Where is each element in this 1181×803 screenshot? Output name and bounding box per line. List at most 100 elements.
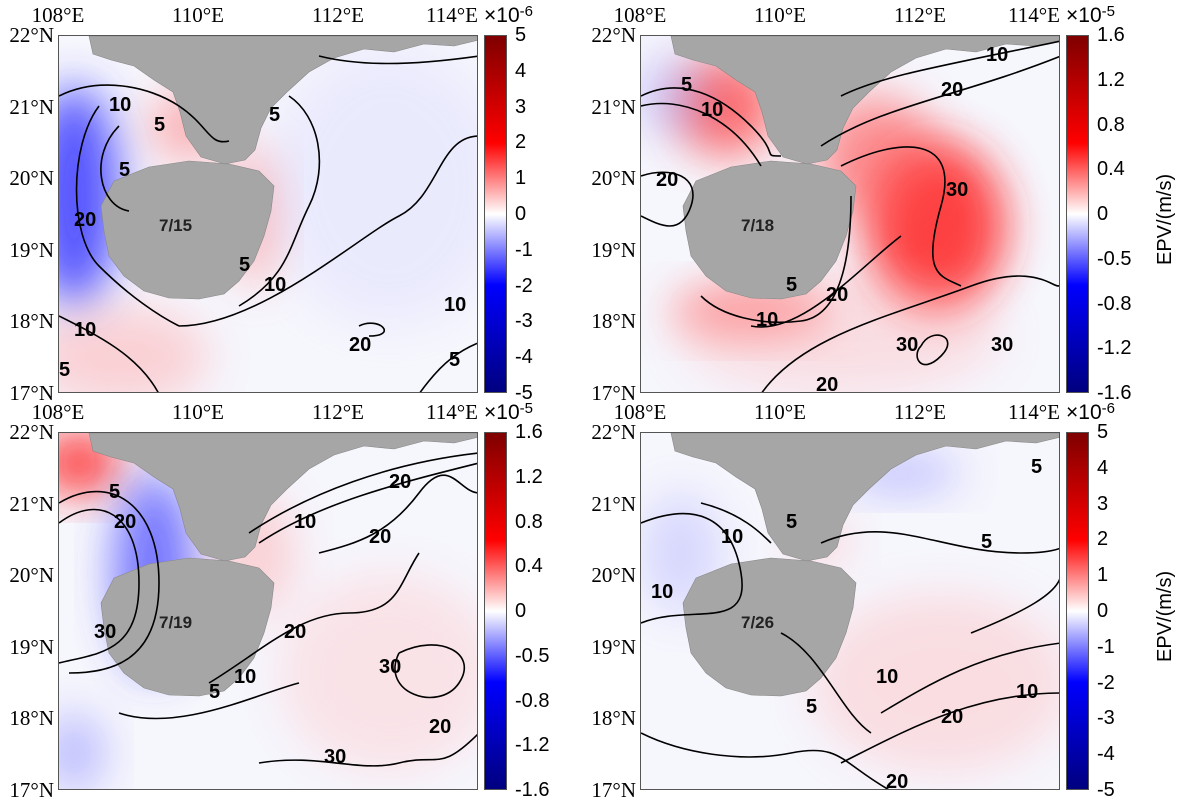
land-mask xyxy=(670,36,1059,300)
contour-label: 5 xyxy=(786,274,797,296)
date-label: 7/18 xyxy=(741,216,774,235)
contour-label: 10 xyxy=(264,274,286,296)
colorbar-tick-label: 1.2 xyxy=(1097,68,1125,91)
colorbar-tick-label: 0 xyxy=(515,203,527,225)
map-panel-7-15: 108°E 110°E 112°E 114°E 22°N 21°N 20°N 19°N 18°N… xyxy=(0,0,580,404)
map-area: 5 10 10 5 5 10 5 20 10 20 7/26 xyxy=(640,432,1060,790)
y-tick-label: 19°N xyxy=(9,634,54,659)
contour-label: 5 xyxy=(449,349,460,371)
contour-line xyxy=(358,322,385,337)
contour-label: 20 xyxy=(389,471,411,493)
colorbar-unit-label: EPV/(m/s) xyxy=(1154,173,1176,265)
x-tick-label: 110°E xyxy=(754,400,806,424)
contour-label: 20 xyxy=(284,621,306,643)
exponent-power: -6 xyxy=(1101,400,1115,417)
colorbar-tick-label: -1.2 xyxy=(515,734,550,757)
contour-line xyxy=(916,334,949,366)
contour-line xyxy=(59,315,159,392)
exponent-power: -5 xyxy=(1101,3,1115,20)
y-tick-label: 21°N xyxy=(591,94,636,119)
contour-label: 20 xyxy=(429,716,451,738)
epv-anomaly-field xyxy=(59,86,119,306)
colorbar-tick-label: 0.8 xyxy=(515,510,543,533)
contour-line xyxy=(59,490,160,674)
contour-line xyxy=(820,531,1059,554)
contour-line xyxy=(641,87,782,157)
x-tick-label: 114°E xyxy=(1008,3,1060,27)
contour-label: 20 xyxy=(349,334,371,356)
y-tick-label: 21°N xyxy=(591,491,636,516)
exponent-base: ×10 xyxy=(1066,4,1102,27)
contour-label: 20 xyxy=(886,771,908,790)
contour-line xyxy=(419,342,477,392)
colorbar-tick-label: 1 xyxy=(1097,564,1109,587)
exponent-base: ×10 xyxy=(1066,401,1102,424)
contour-label: 5 xyxy=(239,254,250,276)
colorbar-tick-label: -5 xyxy=(515,382,533,404)
contour-line xyxy=(750,235,902,328)
contour-line xyxy=(880,642,1059,714)
map-panel-7-18: 108°E 110°E 112°E 114°E 22°N 21°N 20°N 19°N 18°N… xyxy=(582,0,1176,404)
y-tick-label: 18°N xyxy=(591,706,636,731)
contour-label: 20 xyxy=(816,374,838,393)
x-tick-label: 112°E xyxy=(312,3,364,27)
contour-label: 20 xyxy=(941,706,963,728)
contour-line xyxy=(700,502,772,544)
contour-label: 20 xyxy=(369,526,391,548)
x-tick-label: 112°E xyxy=(894,3,946,27)
colorbar-tick-label: -0.5 xyxy=(515,644,550,667)
contour-label: 5 xyxy=(119,159,130,181)
contour-line xyxy=(258,462,477,544)
x-tick-label: 110°E xyxy=(172,400,224,424)
colorbar-tick-label: -1.6 xyxy=(515,779,550,801)
colorbar-tick-label: -0.8 xyxy=(1097,292,1132,315)
y-tick-label: 20°N xyxy=(9,563,54,588)
colorbar xyxy=(1066,35,1089,393)
y-tick-label: 22°N xyxy=(9,420,54,444)
contour-line xyxy=(820,55,1059,147)
x-tick-label: 114°E xyxy=(426,3,478,27)
epv-anomaly-field xyxy=(641,56,711,136)
contour-label: 5 xyxy=(1031,456,1042,478)
y-tick-label: 20°N xyxy=(591,166,636,191)
contour-label: 10 xyxy=(1016,681,1038,703)
contour-line xyxy=(840,40,1059,97)
colorbar-tick-label: 3 xyxy=(515,95,527,118)
colorbar-tick-label: 4 xyxy=(1097,456,1109,479)
y-tick-label: 22°N xyxy=(591,420,636,444)
contour-line xyxy=(641,102,762,167)
contour-label: 10 xyxy=(294,511,316,533)
x-tick-label: 108°E xyxy=(613,400,667,424)
contour-label: 10 xyxy=(701,99,723,121)
y-tick-label: 21°N xyxy=(9,491,54,516)
colorbar-tick-label: 0 xyxy=(1097,203,1109,225)
colorbar-tick-label: 0.4 xyxy=(515,555,543,578)
contour-label: 10 xyxy=(444,294,466,316)
contour-label: 20 xyxy=(656,169,678,191)
contour-label: 30 xyxy=(379,656,401,678)
contour-label: 10 xyxy=(721,526,743,548)
contour-label: 5 xyxy=(154,114,165,136)
contour-label: 5 xyxy=(806,696,817,718)
contour-label: 5 xyxy=(981,531,992,553)
contour-line xyxy=(840,692,1059,764)
contour-label: 30 xyxy=(94,621,116,643)
contour-label: 20 xyxy=(114,511,136,533)
contour-line xyxy=(780,632,872,734)
contour-label: 5 xyxy=(109,481,120,503)
colorbar-tick-label: -0.8 xyxy=(515,689,550,712)
date-label: 7/26 xyxy=(741,613,774,632)
contour-line xyxy=(238,95,321,307)
date-label: 7/19 xyxy=(159,613,192,632)
contour-label: 20 xyxy=(941,79,963,101)
epv-anomaly-field xyxy=(59,306,209,392)
epv-anomaly-field xyxy=(59,713,104,789)
colorbar-tick-label: -3 xyxy=(1097,707,1115,730)
colorbar xyxy=(1066,432,1089,790)
colorbar-tick-label: 1.6 xyxy=(1097,24,1125,46)
contour-label: 5 xyxy=(209,681,220,703)
colorbar-tick-label: -1 xyxy=(515,238,533,261)
y-tick-label: 21°N xyxy=(9,94,54,119)
y-tick-label: 17°N xyxy=(9,778,54,802)
contour-line xyxy=(208,552,420,684)
